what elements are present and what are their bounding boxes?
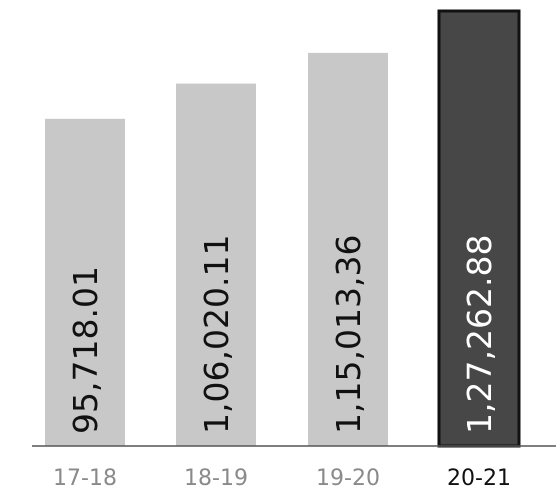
bars-group: 95,718.01 1,06,020.11 1,15,013,36 1,27,262.… <box>45 9 521 448</box>
x-tick-label: 20-21 <box>447 466 511 491</box>
x-tick-label: 18-19 <box>184 466 248 491</box>
bar-value-label: 1,15,013,36 <box>329 235 368 434</box>
x-tick-label: 19-20 <box>316 466 380 491</box>
bar-20-21 <box>437 9 521 448</box>
x-tick-label: 17-18 <box>53 466 117 491</box>
bar-value-label: 95,718.01 <box>66 266 105 434</box>
bar-17-18 <box>45 118 125 446</box>
bar-19-20 <box>308 52 388 446</box>
bar-value-label: 1,27,262.88 <box>460 235 499 434</box>
bar-value-label: 1,06,020.11 <box>197 235 236 434</box>
category-labels-group: 17-18 18-19 19-20 20-21 <box>53 466 511 491</box>
bar-18-19 <box>176 83 256 446</box>
